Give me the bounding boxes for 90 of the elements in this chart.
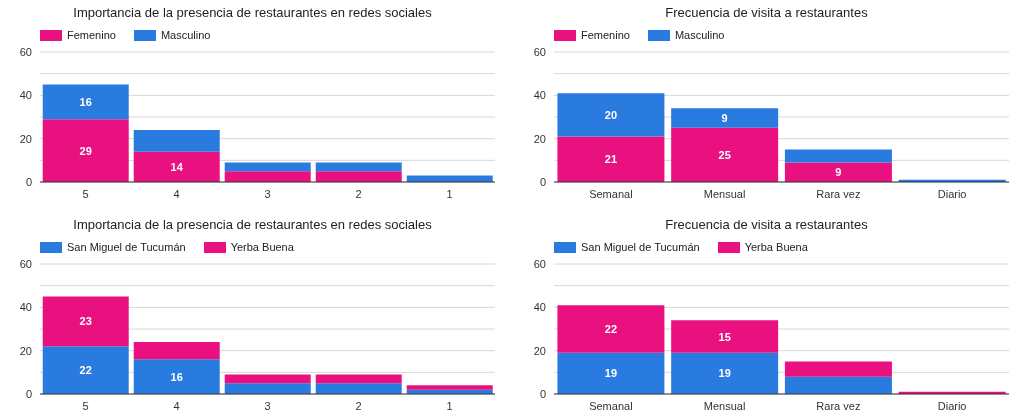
x-tick-label: 1 [446, 187, 453, 200]
y-tick-label: 0 [25, 387, 32, 400]
legend-label: Femenino [67, 29, 116, 41]
chart-title: Importancia de la presencia de restaurantes en redes sociales [72, 4, 433, 22]
y-tick-label: 40 [19, 301, 32, 314]
x-tick-label: Rara vez [816, 187, 861, 200]
bar [557, 352, 665, 394]
bar [133, 130, 220, 152]
x-tick-label: 3 [264, 187, 271, 200]
legend-label: Yerba Buena [744, 241, 808, 253]
data-label: 14 [170, 160, 184, 173]
legend-label: Femenino [581, 29, 630, 41]
bar [224, 171, 311, 182]
y-tick-label: 0 [539, 175, 546, 188]
legend-label: Masculino [160, 29, 211, 41]
x-tick-label: Semanal [589, 187, 633, 200]
bar [784, 376, 892, 394]
chart-title: Frecuencia de visita a restaurantes [664, 4, 869, 22]
data-label: 19 [718, 367, 731, 380]
bar [42, 119, 129, 182]
bar [784, 162, 892, 182]
bar [671, 320, 779, 353]
data-label: 16 [170, 370, 183, 383]
data-label: 22 [79, 364, 92, 377]
x-tick-label: Rara vez [816, 399, 861, 412]
bar [133, 359, 220, 394]
data-label: 15 [718, 330, 731, 343]
y-tick-label: 60 [19, 257, 32, 270]
bar [133, 151, 220, 182]
chart-title: Frecuencia de visita a restaurantes [664, 216, 869, 234]
legend-label: Yerba Buena [230, 241, 294, 253]
y-tick-label: 60 [533, 45, 546, 58]
bar [671, 108, 779, 128]
bar [557, 93, 665, 137]
data-label: 19 [604, 367, 618, 380]
y-tick-label: 40 [533, 89, 546, 102]
bar [315, 383, 402, 394]
x-tick-label: Mensual [703, 399, 746, 412]
bar [557, 136, 665, 182]
bar [224, 374, 311, 384]
bar [557, 305, 665, 353]
x-tick-label: 5 [82, 187, 89, 200]
bar [784, 149, 892, 163]
y-tick-label: 40 [19, 89, 32, 102]
bar [315, 374, 402, 384]
x-tick-label: 1 [446, 399, 453, 412]
bar [671, 127, 779, 182]
x-tick-label: 4 [173, 187, 180, 200]
y-tick-label: 60 [19, 45, 32, 58]
x-tick-label: 3 [264, 399, 271, 412]
x-tick-label: Semanal [589, 399, 633, 412]
y-tick-label: 20 [533, 344, 546, 357]
bar [406, 385, 493, 390]
data-label: 9 [835, 166, 842, 179]
data-label: 23 [79, 315, 92, 328]
bar [315, 162, 402, 172]
data-label: 22 [604, 323, 618, 335]
y-tick-label: 20 [19, 344, 32, 357]
chart-title: Importancia de la presencia de restaurantes en redes sociales [72, 216, 433, 234]
bar [224, 162, 311, 172]
y-tick-label: 40 [533, 301, 546, 314]
bar [42, 346, 129, 394]
data-label: 16 [79, 95, 92, 108]
bar [42, 84, 129, 120]
y-tick-label: 60 [533, 257, 546, 270]
legend-label: San Miguel de Tucumán [67, 241, 186, 253]
data-label: 25 [718, 148, 731, 161]
x-tick-label: 4 [173, 399, 180, 412]
bar [42, 296, 129, 347]
bar [224, 383, 311, 394]
y-tick-label: 20 [19, 132, 32, 145]
x-tick-label: Diario [937, 187, 967, 200]
y-tick-label: 20 [533, 132, 546, 145]
data-label: 29 [79, 144, 92, 157]
x-tick-label: 2 [355, 187, 362, 200]
bar [784, 361, 892, 377]
y-tick-label: 0 [25, 175, 32, 188]
bar [315, 171, 402, 182]
x-tick-label: 2 [355, 399, 362, 412]
bar [671, 352, 779, 394]
x-tick-label: Mensual [703, 187, 746, 200]
x-tick-label: Diario [937, 399, 967, 412]
data-label: 20 [604, 108, 618, 121]
legend-label: San Miguel de Tucumán [581, 241, 700, 253]
data-label: 9 [721, 112, 728, 125]
bar [133, 342, 220, 360]
data-label: 21 [604, 153, 618, 166]
x-tick-label: 5 [82, 399, 89, 412]
y-tick-label: 0 [539, 387, 546, 400]
legend-label: Masculino [674, 29, 725, 41]
